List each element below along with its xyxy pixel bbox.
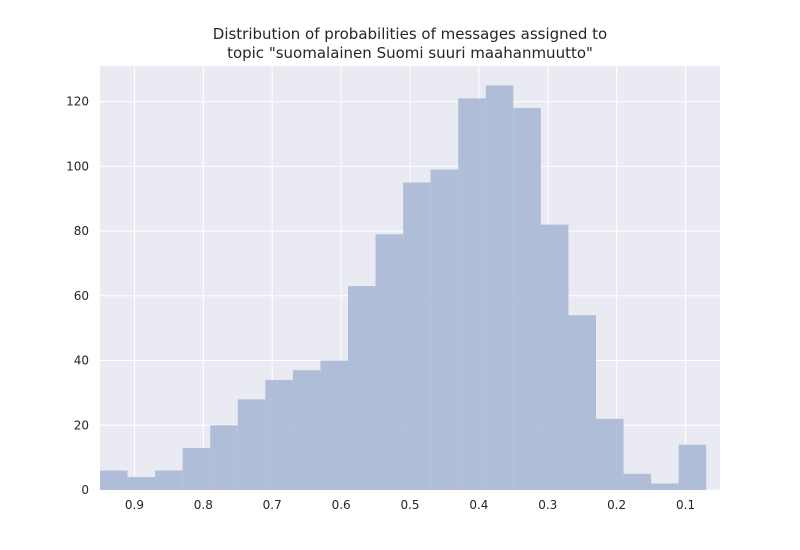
histogram-bar [182, 447, 211, 490]
histogram-bar [292, 370, 321, 490]
histogram-bar [678, 444, 707, 490]
x-axis-ticks: 0.9 0.8 0.7 0.6 0.5 0.4 0.3 0.2 0.1 [125, 498, 695, 512]
x-tick-label: 0.5 [400, 498, 419, 512]
histogram-bar [348, 286, 376, 490]
histogram-bar [127, 477, 156, 490]
histogram-bar [513, 108, 541, 491]
x-tick-label: 0.9 [125, 498, 144, 512]
histogram-bar [155, 470, 183, 490]
y-tick-label: 80 [74, 224, 89, 238]
histogram-bars [100, 85, 707, 491]
x-tick-label: 0.1 [676, 498, 695, 512]
histogram-bar [623, 473, 652, 490]
x-tick-label: 0.4 [469, 498, 488, 512]
chart-title-line-2: topic "suomalainen Suomi suuri maahanmuu… [227, 44, 593, 62]
y-tick-label: 60 [74, 289, 89, 303]
x-tick-label: 0.7 [263, 498, 282, 512]
y-tick-label: 20 [74, 418, 89, 432]
y-tick-label: 120 [66, 95, 89, 109]
histogram-bar [265, 379, 293, 490]
y-tick-label: 0 [81, 483, 89, 497]
histogram-bar [540, 224, 569, 491]
histogram-bar [596, 418, 624, 490]
histogram-bar [237, 399, 266, 490]
histogram-bar [430, 169, 459, 491]
x-tick-label: 0.2 [607, 498, 626, 512]
x-tick-label: 0.8 [194, 498, 213, 512]
histogram-bar [320, 360, 348, 490]
histogram-bar [485, 85, 514, 490]
x-tick-label: 0.3 [538, 498, 557, 512]
y-axis-ticks: 0 20 40 60 80 100 120 [66, 95, 89, 497]
histogram-bar [375, 234, 404, 490]
y-tick-label: 40 [74, 354, 89, 368]
histogram-bar [568, 315, 596, 490]
histogram-bar [100, 470, 128, 490]
histogram-bar [210, 425, 238, 490]
histogram-bar [403, 182, 431, 490]
x-tick-label: 0.6 [332, 498, 351, 512]
histogram-bar [651, 483, 679, 490]
chart-title-line-1: Distribution of probabilities of message… [213, 25, 607, 43]
y-tick-label: 100 [66, 159, 89, 173]
histogram-bar [458, 98, 486, 491]
